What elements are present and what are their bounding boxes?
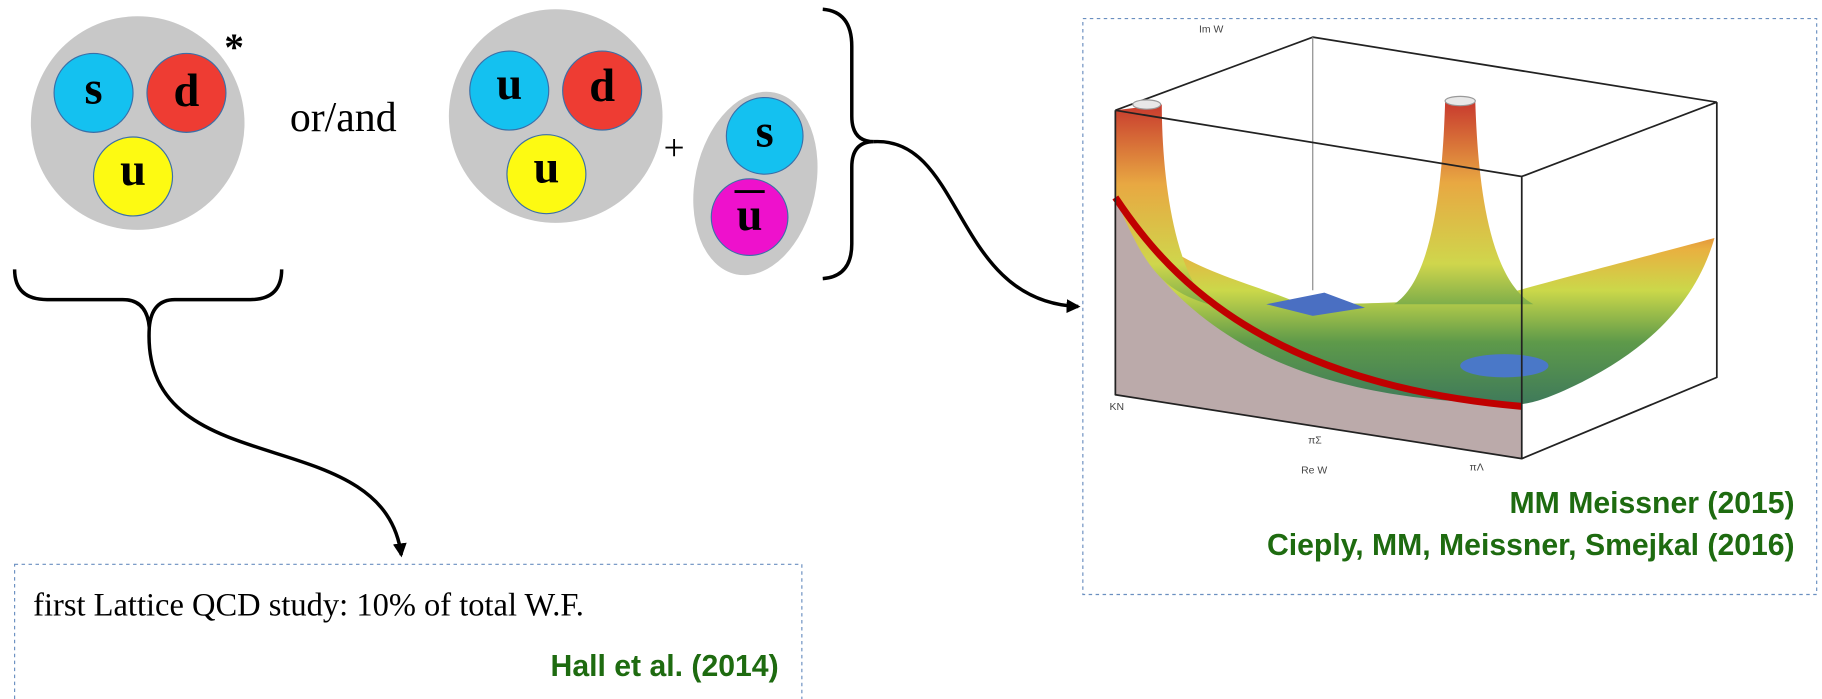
page: {"left_baryon": {"quarks": ["s", "d", "u… — [0, 0, 1822, 699]
meson: s u — [677, 80, 834, 287]
brace — [823, 9, 874, 278]
excited-mark: * — [224, 25, 244, 69]
quark: d — [174, 66, 200, 117]
diagram: s d u * or/and u d u + s u first Lattice… — [0, 0, 1822, 699]
quark: u — [533, 143, 559, 194]
brace — [15, 269, 282, 327]
surface-plot: Im W KN πΣ πΛ Re W — [1110, 25, 1717, 477]
arrow — [149, 327, 401, 555]
lattice-text: first Lattice QCD study: 10% of total W.… — [33, 587, 584, 623]
left-baryon: s d u * — [31, 16, 245, 230]
axis-label: Re W — [1301, 466, 1327, 477]
axis-label: Im W — [1199, 25, 1223, 36]
quark: d — [589, 61, 615, 112]
citation: Cieply, MM, Meissner, Smejkal (2016) — [1267, 529, 1795, 562]
plus: + — [664, 128, 685, 169]
quark: s — [85, 64, 103, 115]
right-baryon: u d u — [449, 9, 663, 223]
threshold-label: πΣ — [1308, 436, 1322, 447]
quark: u — [120, 145, 146, 196]
citation: MM Meissner (2015) — [1510, 487, 1795, 520]
threshold-label: KN — [1110, 402, 1125, 413]
arrow — [874, 142, 1078, 307]
threshold-label: πΛ — [1470, 462, 1484, 473]
citation: Hall et al. (2014) — [551, 650, 779, 683]
antiquark: u — [737, 190, 763, 241]
quark: u — [496, 59, 522, 110]
quark: s — [756, 107, 774, 158]
connector: or/and — [290, 95, 397, 141]
